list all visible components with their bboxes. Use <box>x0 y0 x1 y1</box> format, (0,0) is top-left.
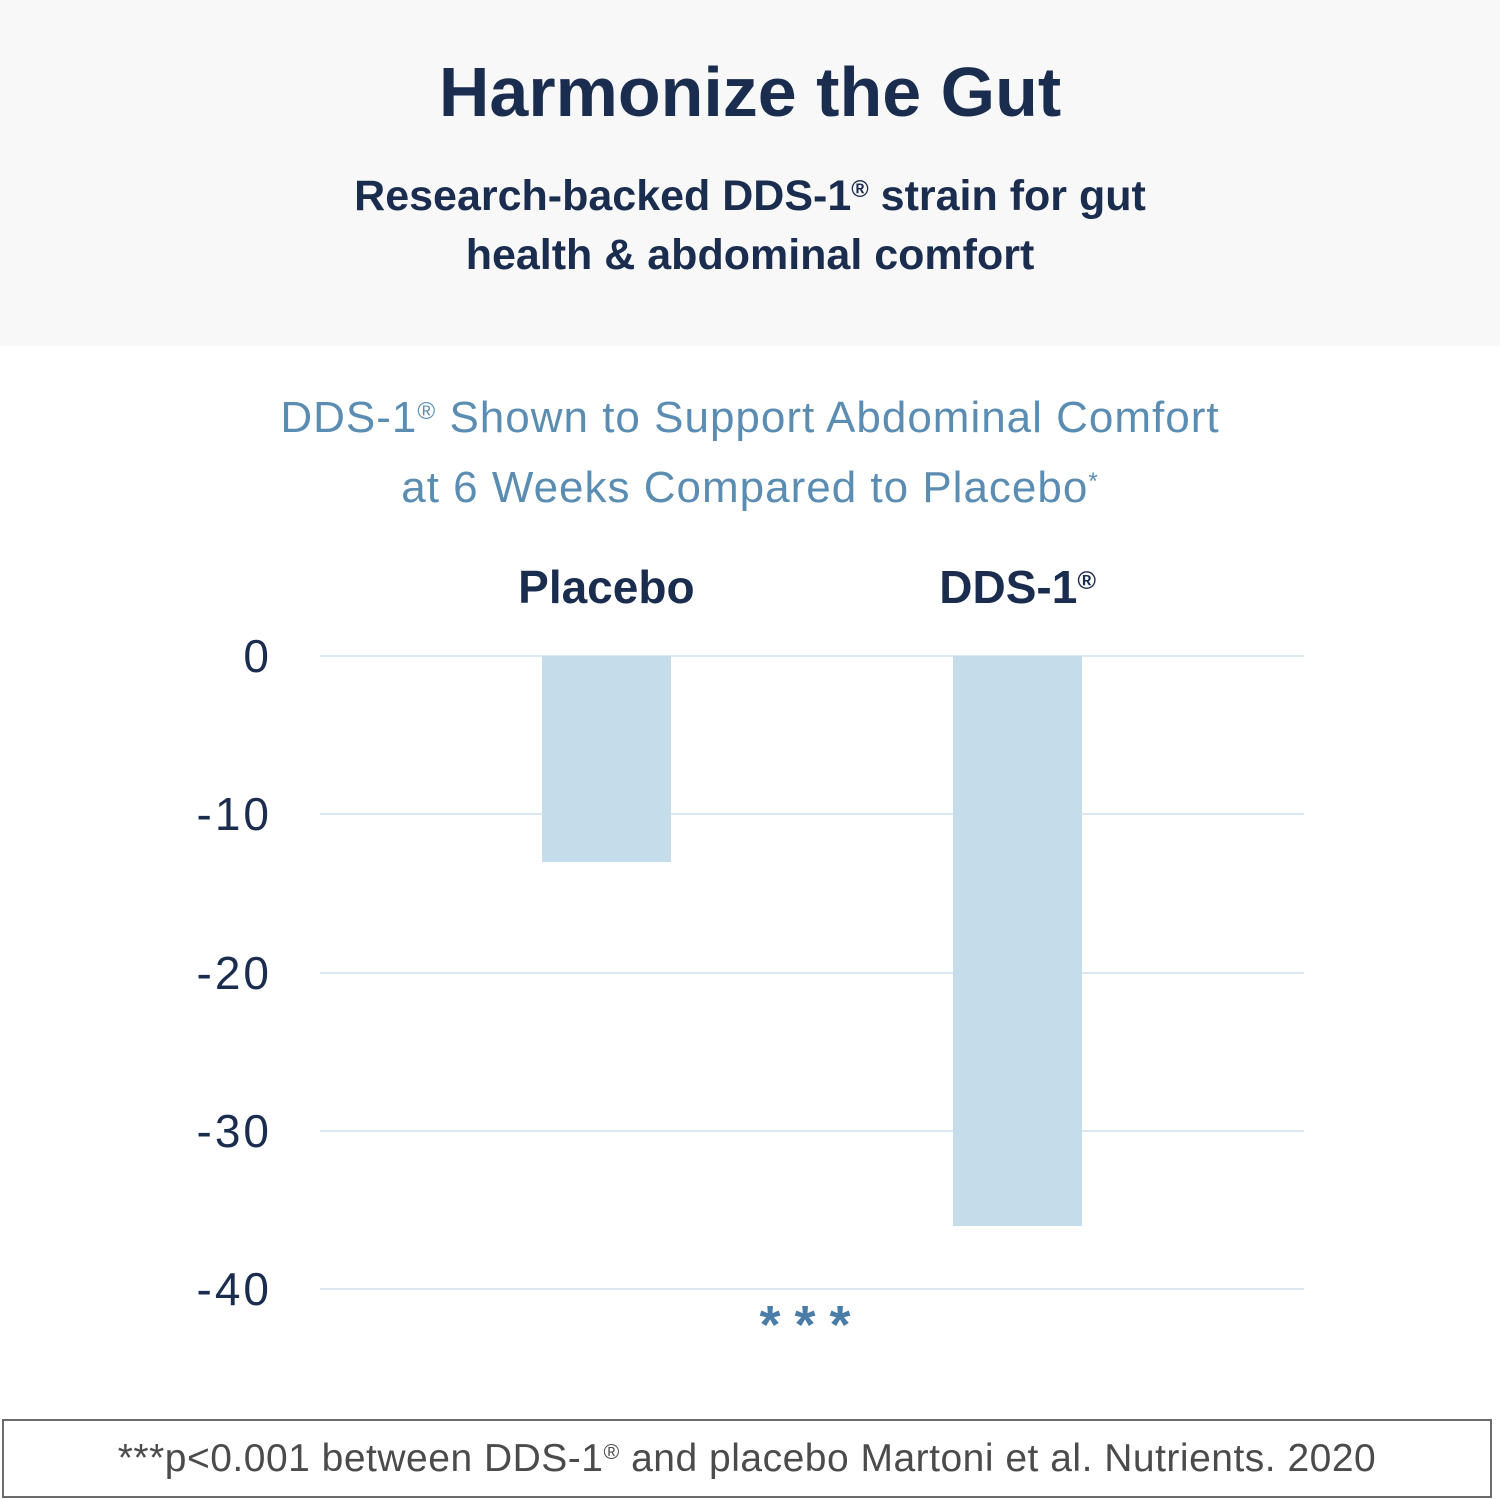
subtitle-line-2: health & abdominal comfort <box>465 231 1035 279</box>
footnote-box: ***p<0.001 between DDS-1® and placebo Ma… <box>2 1419 1492 1498</box>
y-tick-label-0: 0 <box>243 630 272 682</box>
gridline--30 <box>320 1129 1304 1132</box>
chart-title-asterisk: * <box>1088 467 1099 495</box>
footnote-text: ***p<0.001 between DDS-1® and placebo Ma… <box>117 1436 1377 1480</box>
bar-category-labels-row: Placebo DDS-1® <box>320 560 1304 624</box>
significance-marker: *** <box>759 1295 865 1355</box>
header-band <box>0 0 1500 346</box>
bar-label-1: DDS-1® <box>939 561 1096 613</box>
y-tick-label--10: -10 <box>196 788 272 841</box>
bar-label-0: Placebo <box>518 561 695 613</box>
subtitle-line-1: Research-backed DDS-1® strain for gut <box>354 172 1146 220</box>
y-axis: 0 -10 -20 -30 -40 <box>0 633 272 1312</box>
page-subtitle: Research-backed DDS-1® strain for gut he… <box>0 170 1500 281</box>
plot-area <box>320 655 1304 1290</box>
bar-placebo <box>541 656 671 862</box>
y-tick-label--20: -20 <box>196 946 272 999</box>
gridline--10 <box>320 813 1304 816</box>
gridline--20 <box>320 971 1304 974</box>
gridline-0 <box>320 655 1304 657</box>
chart-title-line-2: at 6 Weeks Compared to Placebo* <box>401 463 1099 512</box>
page-title: Harmonize the Gut <box>438 53 1062 131</box>
y-tick-label--40: -40 <box>196 1263 272 1315</box>
bar-dds-1 <box>953 656 1083 1226</box>
y-tick-label--30: -30 <box>196 1104 272 1157</box>
chart-title-line-1: DDS-1® Shown to Support Abdominal Comfor… <box>280 393 1220 442</box>
gridline--40 <box>320 1288 1304 1290</box>
chart-title: DDS-1® Shown to Support Abdominal Comfor… <box>0 386 1500 526</box>
